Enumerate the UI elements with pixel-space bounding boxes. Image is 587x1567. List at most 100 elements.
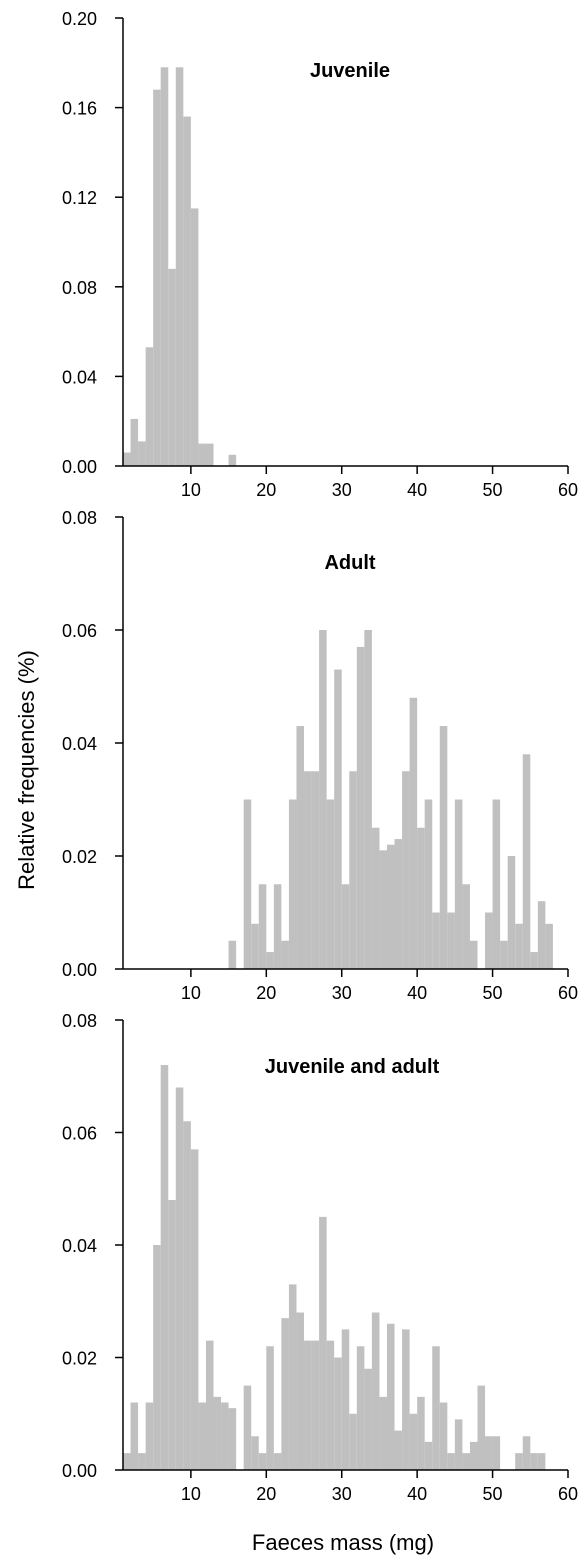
histogram-bar xyxy=(243,799,252,969)
y-tick-label: 0.20 xyxy=(62,9,97,29)
x-tick-label: 30 xyxy=(332,480,352,500)
panel-juvenile-and-adult: 0.00 0.02 0.04 0.06 0.08 10 20 30 40 50 60 Juvenile… xyxy=(62,1011,578,1504)
histogram-bar xyxy=(537,1453,546,1470)
y-tick-label: 0.08 xyxy=(62,508,97,528)
histogram-bar xyxy=(205,1340,214,1470)
histogram-bar xyxy=(530,1453,538,1470)
histogram-bar xyxy=(221,1402,229,1470)
histogram-bar xyxy=(130,418,139,466)
x-tick-label: 10 xyxy=(181,480,201,500)
y-tick-label: 0.06 xyxy=(62,1124,97,1144)
histogram-bar xyxy=(462,1453,470,1470)
histogram-bar xyxy=(432,1346,440,1470)
histogram-bar xyxy=(386,1323,395,1470)
histogram-bar xyxy=(273,1453,282,1470)
histogram-bar xyxy=(123,452,131,466)
histogram-bar xyxy=(138,1453,146,1470)
histogram-bar xyxy=(424,799,433,969)
histogram-bar xyxy=(447,912,455,969)
panel-adult: 0.00 0.02 0.04 0.06 0.08 10 20 30 40 50 60 Adult xyxy=(62,508,578,1003)
histogram-bar xyxy=(228,454,237,466)
histogram-bar xyxy=(356,1346,365,1470)
histogram-bar xyxy=(198,1402,206,1470)
y-tick-label: 0.08 xyxy=(62,278,97,298)
histogram-bar xyxy=(432,912,440,969)
histogram-bar xyxy=(402,1329,410,1470)
x-tick-label: 10 xyxy=(181,983,201,1003)
histogram-bar xyxy=(349,1413,357,1470)
histogram-bar xyxy=(492,1436,501,1470)
histogram-bar xyxy=(205,443,214,466)
histogram-bar xyxy=(409,1413,418,1470)
histogram-bar xyxy=(145,1402,154,1470)
histogram-bar xyxy=(175,1087,184,1470)
histogram-bar xyxy=(530,952,538,969)
y-tick-label: 0.16 xyxy=(62,99,97,119)
histogram-bar xyxy=(515,1453,523,1470)
y-axis-label: Relative frequencies (%) xyxy=(14,650,39,890)
histogram-bar xyxy=(266,952,274,969)
y-tick-label: 0.02 xyxy=(62,847,97,867)
histogram-bar xyxy=(492,799,501,969)
histogram-bar xyxy=(183,116,191,466)
histogram-bar xyxy=(462,884,470,969)
histogram-bar xyxy=(379,850,387,969)
y-tick-label: 0.04 xyxy=(62,1236,97,1256)
y-tick-label: 0.04 xyxy=(62,367,97,387)
x-tick-label: 20 xyxy=(256,1484,276,1504)
histogram-bar xyxy=(190,208,199,466)
histogram-bar xyxy=(439,1402,448,1470)
x-tick-label: 30 xyxy=(332,1484,352,1504)
histogram-bar xyxy=(311,771,320,969)
histogram-bar xyxy=(281,940,289,969)
histogram-bar xyxy=(273,884,282,969)
histogram-bar xyxy=(341,1329,350,1470)
histogram-bar xyxy=(228,940,237,969)
histogram-bar xyxy=(454,1419,463,1470)
histogram-bar xyxy=(243,1385,252,1470)
histogram-bar xyxy=(319,630,327,969)
histogram-bar xyxy=(485,1436,493,1470)
histogram-bar xyxy=(469,1441,478,1470)
panel-title: Juvenile xyxy=(310,60,390,82)
histogram-bar xyxy=(160,1065,169,1470)
histogram-bar xyxy=(296,1312,305,1470)
x-tick-label: 50 xyxy=(483,480,503,500)
histogram-bar xyxy=(515,923,523,969)
histogram-bar xyxy=(537,901,546,969)
histogram-bar xyxy=(130,1402,139,1470)
x-tick-label: 20 xyxy=(256,983,276,1003)
histogram-bar xyxy=(138,441,146,466)
histogram-bar xyxy=(304,1340,312,1470)
histogram-bar xyxy=(386,844,395,969)
histogram-bar xyxy=(454,799,463,969)
x-tick-label: 60 xyxy=(558,480,578,500)
histogram-bar xyxy=(417,827,425,969)
y-tick-label: 0.00 xyxy=(62,1461,97,1481)
histogram-bar xyxy=(326,799,335,969)
histogram-bar xyxy=(319,1216,327,1470)
histogram-bar xyxy=(394,839,403,969)
histogram-bar xyxy=(394,1430,403,1470)
histogram-bar xyxy=(123,1453,131,1470)
x-tick-label: 10 xyxy=(181,1484,201,1504)
histogram-bar xyxy=(417,1396,425,1470)
y-tick-label: 0.08 xyxy=(62,1011,97,1031)
histogram-bar xyxy=(371,827,380,969)
x-tick-label: 40 xyxy=(407,1484,427,1504)
x-tick-label: 40 xyxy=(407,983,427,1003)
histogram-bar xyxy=(251,923,259,969)
histogram-bar xyxy=(439,726,448,969)
histogram-bar xyxy=(447,1453,455,1470)
histogram-bar xyxy=(304,771,312,969)
histogram-bar xyxy=(424,1441,433,1470)
x-tick-label: 20 xyxy=(256,480,276,500)
x-axis-label: Faeces mass (mg) xyxy=(252,1530,434,1555)
y-tick-label: 0.04 xyxy=(62,734,97,754)
histogram-bar xyxy=(522,1436,531,1470)
histogram-bar xyxy=(175,67,184,466)
histogram-bar xyxy=(145,347,154,466)
y-tick-label: 0.00 xyxy=(62,960,97,980)
histogram-bar xyxy=(485,912,493,969)
histogram-bar xyxy=(311,1340,320,1470)
